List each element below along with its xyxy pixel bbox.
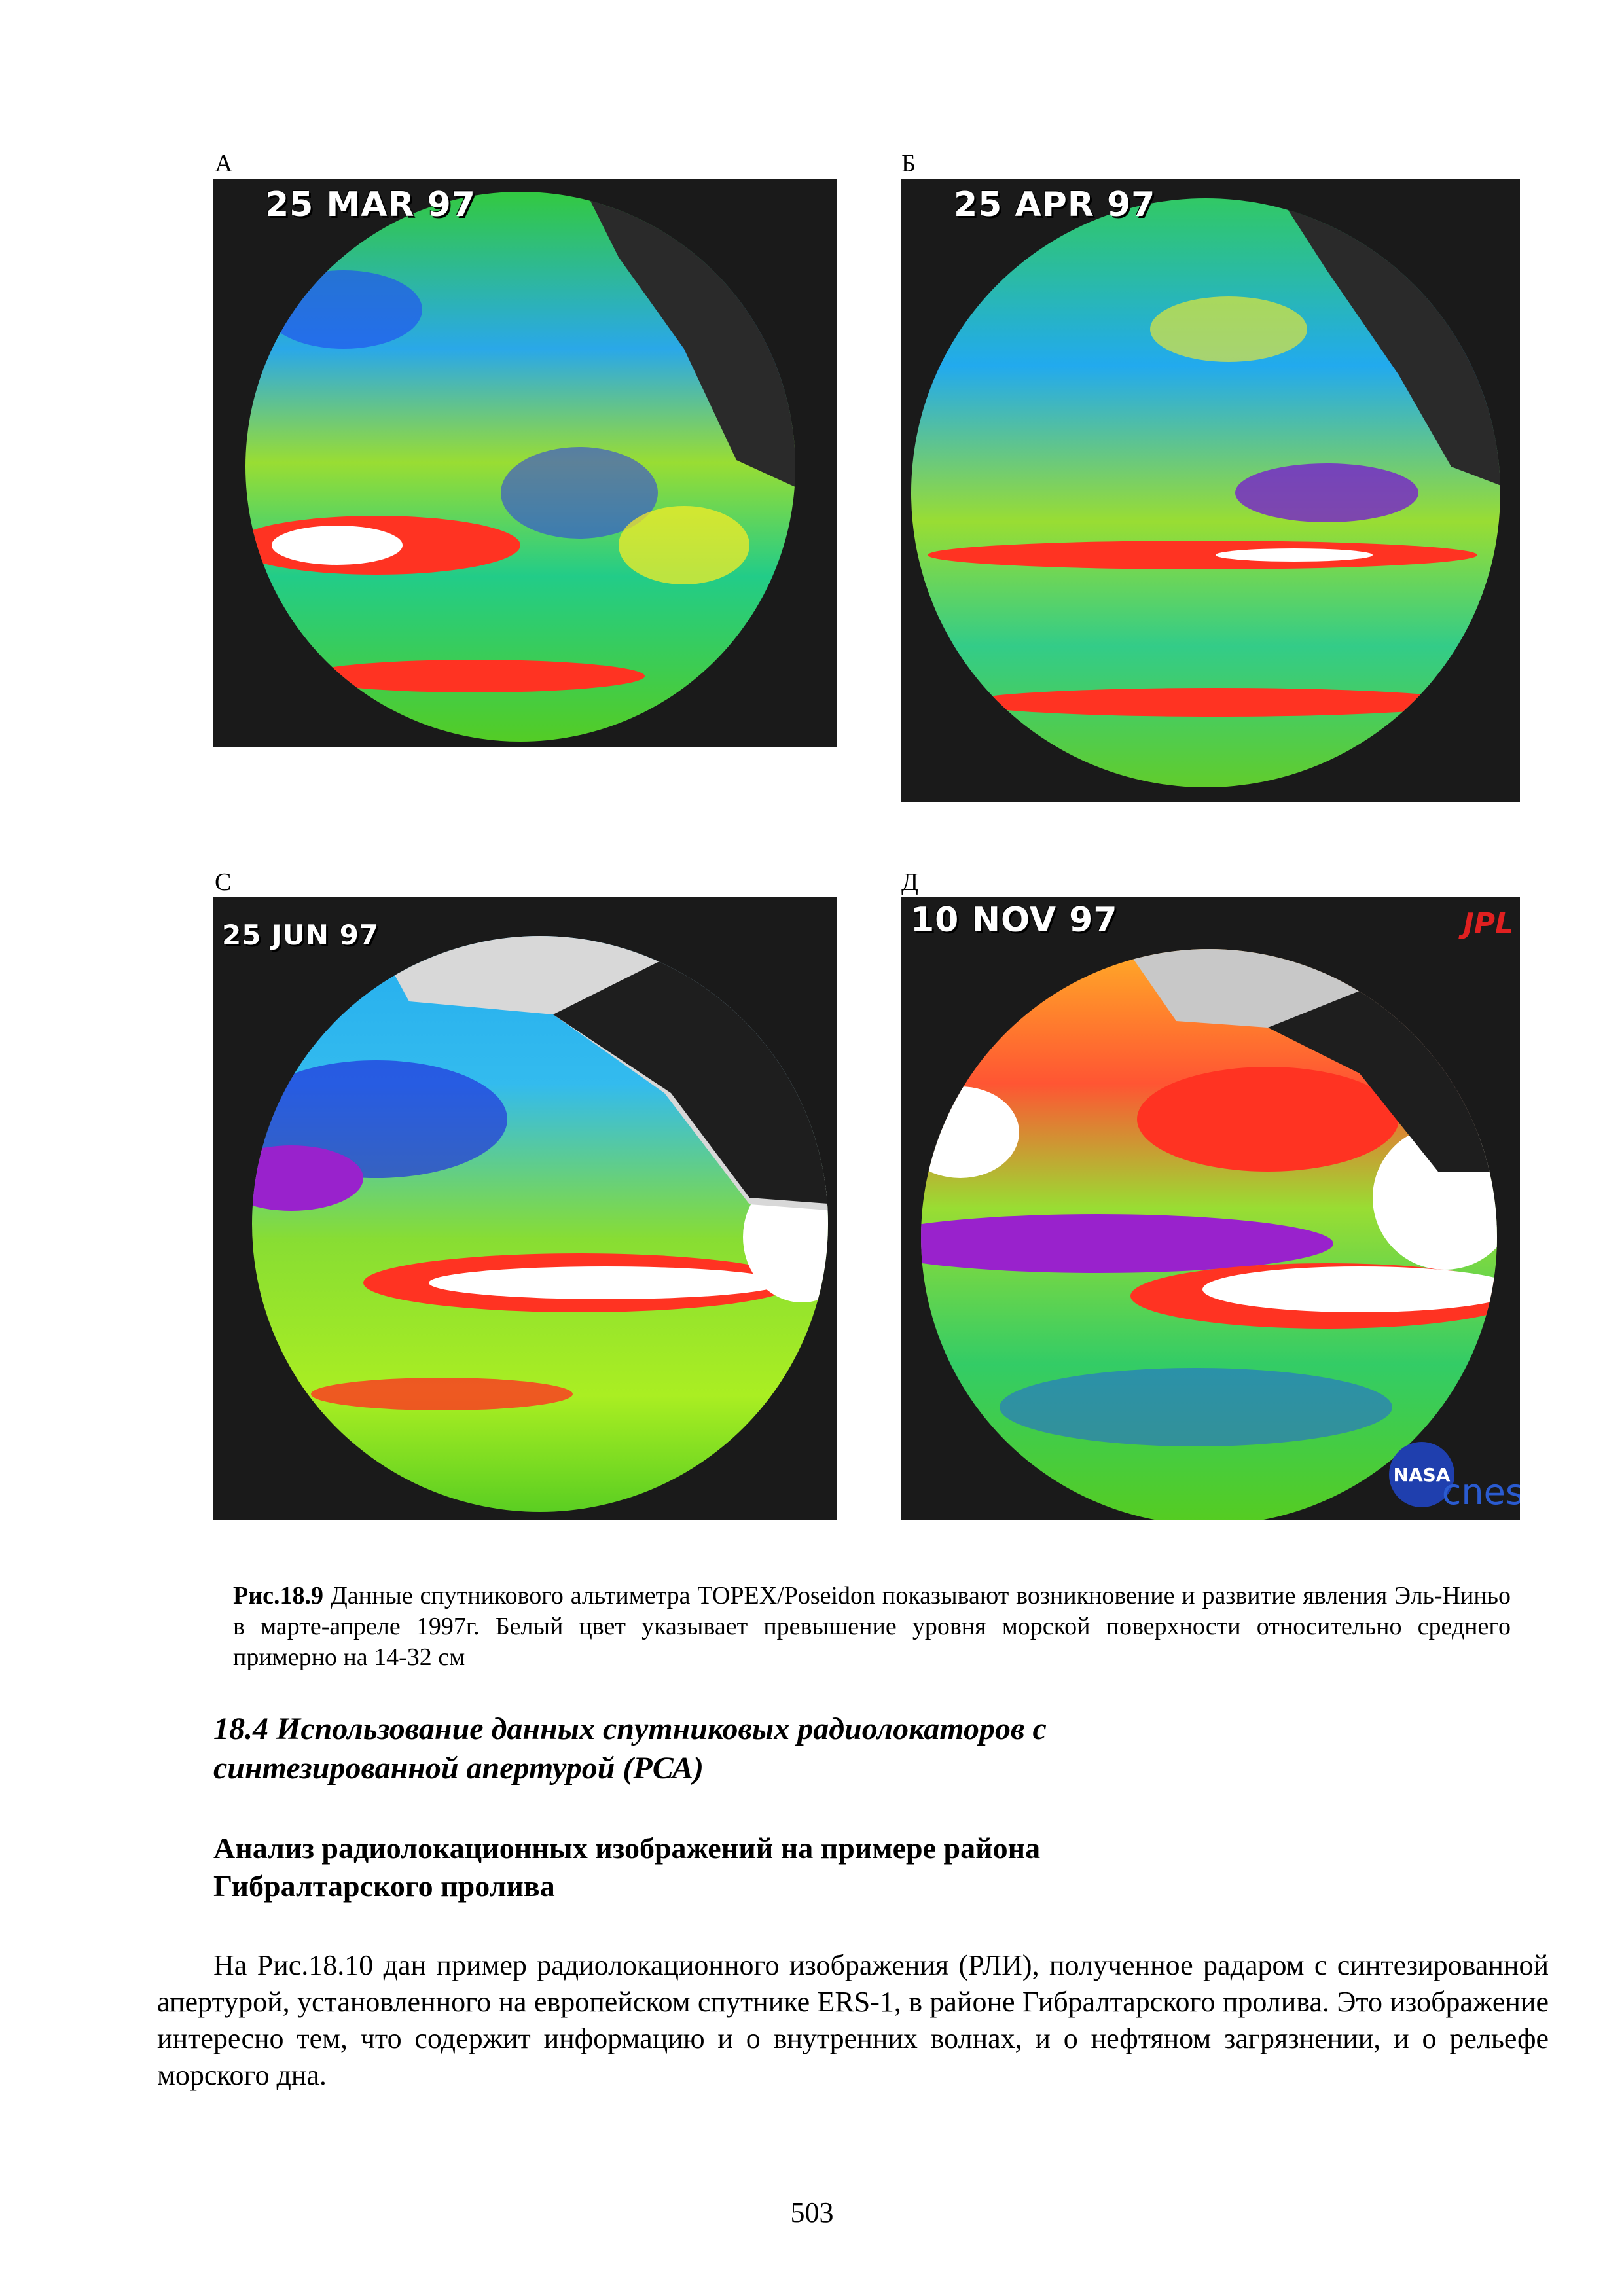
panel-b-image: 25 APR 97	[901, 179, 1520, 802]
jpl-logo: JPL	[1463, 907, 1513, 941]
panel-a-letter: А	[215, 150, 233, 177]
subsection-title-line-1: Анализ радиолокационных изображений на п…	[213, 1831, 1041, 1865]
globe-d-graphic	[921, 949, 1497, 1520]
section-title-line-1: 18.4 Использование данных спутниковых ра…	[213, 1712, 1047, 1746]
globe-c-graphic	[252, 936, 828, 1512]
panel-b-date: 25 APR 97	[954, 185, 1156, 224]
subsection-title-line-2: Гибралтарского пролива	[213, 1869, 555, 1903]
panel-b-letter: Б	[901, 150, 916, 177]
page-number: 503	[790, 2197, 834, 2229]
panel-c-date: 25 JUN 97	[222, 919, 380, 951]
nasa-logo: NASA	[1389, 1442, 1454, 1507]
panel-c-letter: С	[215, 869, 232, 896]
panel-d-date: 10 NOV 97	[911, 901, 1118, 940]
body-paragraph: На Рис.18.10 дан пример радиолокационног…	[157, 1949, 1549, 2091]
section-title: 18.4 Использование данных спутниковых ра…	[213, 1710, 1523, 1788]
figure-caption-label: Рис.18.9	[233, 1582, 323, 1609]
subsection-title: Анализ радиолокационных изображений на п…	[213, 1829, 1523, 1905]
panel-d-image: 10 NOV 97 JPL NASA cnes	[901, 897, 1520, 1520]
panel-a-image: 25 MAR 97	[213, 179, 837, 747]
panel-c-image: 25 JUN 97	[213, 897, 837, 1520]
globe-b-graphic	[911, 198, 1500, 787]
cnes-logo: cnes	[1441, 1471, 1520, 1513]
figure-caption: Рис.18.9 Данные спутникового альтиметра …	[233, 1581, 1511, 1673]
section-title-line-2: синтезированной апертурой (РСА)	[213, 1751, 704, 1785]
panel-a-date: 25 MAR 97	[265, 185, 476, 224]
figure-caption-text: Данные спутникового альтиметра TOPEX/Pos…	[233, 1582, 1511, 1671]
panel-d-letter: Д	[901, 869, 918, 896]
globe-a-graphic	[245, 192, 795, 742]
